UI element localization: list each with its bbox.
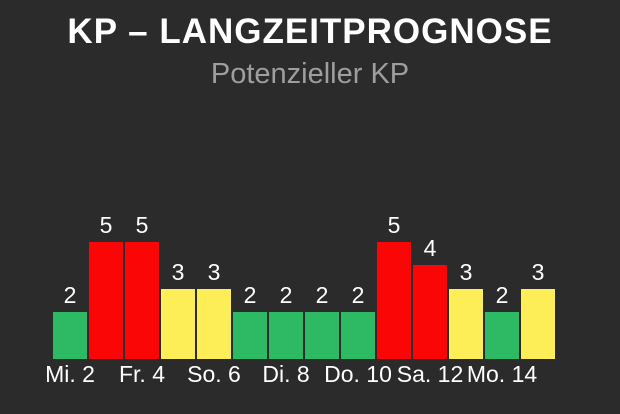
bar-yellow — [449, 289, 483, 359]
bar-yellow — [197, 289, 231, 359]
bar-value-label: 5 — [99, 212, 113, 238]
bar-value-label: 2 — [243, 282, 257, 308]
x-axis-label: Sa. 12 — [396, 361, 464, 387]
bar-column: 2 — [233, 283, 267, 359]
x-axis-label: Fr. 4 — [118, 361, 166, 387]
bar-column: 2 — [485, 283, 519, 359]
bar-column: 3 — [197, 260, 231, 359]
bar-value-label: 3 — [207, 259, 221, 285]
bar-column: 2 — [269, 283, 303, 359]
bar-yellow — [521, 289, 555, 359]
x-axis-label: Di. 8 — [262, 361, 310, 387]
bar-value-label: 2 — [351, 282, 365, 308]
x-axis-label: Mo. 14 — [466, 361, 538, 387]
bar-red — [377, 242, 411, 359]
bar-column: 3 — [449, 260, 483, 359]
bar-red — [413, 265, 447, 359]
x-axis-label: So. 6 — [187, 361, 241, 387]
bar-yellow — [161, 289, 195, 359]
bar-column: 3 — [161, 260, 195, 359]
bar-value-label: 3 — [531, 259, 545, 285]
chart-title: KP – LANGZEITPROGNOSE — [67, 12, 553, 51]
bar-column: 5 — [89, 213, 123, 359]
bar-column: 5 — [125, 213, 159, 359]
bar-red — [89, 242, 123, 359]
bar-column: 5 — [377, 213, 411, 359]
bar-green — [485, 312, 519, 359]
bar-value-label: 3 — [459, 259, 473, 285]
bar-value-label: 4 — [423, 235, 437, 261]
bar-column: 3 — [521, 260, 555, 359]
bar-column: 2 — [305, 283, 339, 359]
bar-value-label: 5 — [387, 212, 401, 238]
bar-column: 4 — [413, 236, 447, 359]
bar-green — [269, 312, 303, 359]
bar-column: 2 — [341, 283, 375, 359]
x-axis-label: Do. 10 — [324, 361, 392, 387]
x-axis-labels: Mi. 2 Fr. 4 So. 6 Di. 8 Do. 10 Sa. 12 Mo. 14 — [0, 361, 620, 391]
bar-value-label: 5 — [135, 212, 149, 238]
bar-value-label: 2 — [315, 282, 329, 308]
bar-value-label: 3 — [171, 259, 185, 285]
bar-green — [305, 312, 339, 359]
bar-red — [125, 242, 159, 359]
chart-subtitle: Potenzieller KP — [210, 58, 410, 90]
x-axis-label: Mi. 2 — [45, 361, 95, 387]
bar-green — [53, 312, 87, 359]
bar-value-label: 2 — [279, 282, 293, 308]
bar-value-label: 2 — [495, 282, 509, 308]
bar-green — [233, 312, 267, 359]
bar-value-label: 2 — [63, 282, 77, 308]
bar-column: 2 — [53, 283, 87, 359]
bar-green — [341, 312, 375, 359]
